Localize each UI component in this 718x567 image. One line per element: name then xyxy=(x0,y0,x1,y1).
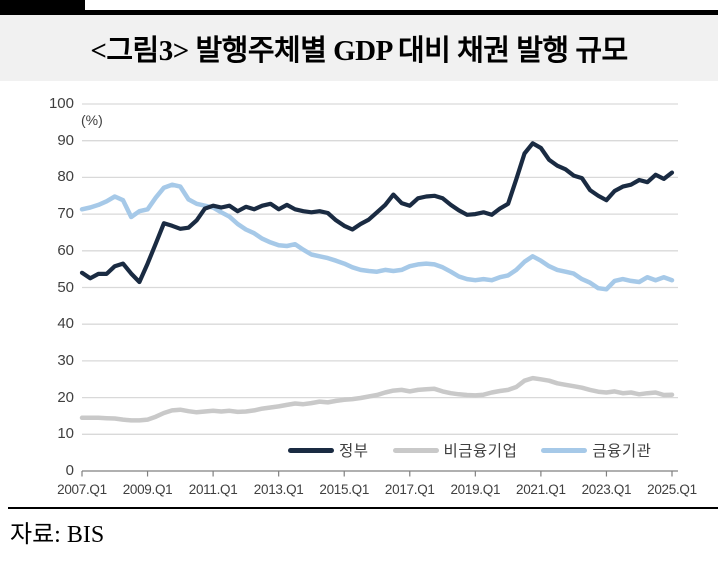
chart-legend: 정부 비금융기업 금융기관 xyxy=(288,439,651,461)
x-tick-label-2011.Q1: 2011.Q1 xyxy=(188,482,238,497)
y-tick-label-80: 80 xyxy=(57,168,74,186)
y-tick-label-50: 50 xyxy=(57,278,74,296)
x-tick-label-2007.Q1: 2007.Q1 xyxy=(57,482,107,497)
y-tick-label-100: 100 xyxy=(48,95,74,112)
y-axis-unit-label: (%) xyxy=(81,112,103,128)
government-line-swatch xyxy=(288,447,334,453)
y-tick-label-20: 20 xyxy=(57,388,74,406)
x-tick-label-2021.Q1: 2021.Q1 xyxy=(516,482,566,497)
y-tick-label-40: 40 xyxy=(57,315,74,333)
x-tick-label-2015.Q1: 2015.Q1 xyxy=(319,482,370,497)
series-line-1 xyxy=(79,375,675,423)
x-tick-label-2013.Q1: 2013.Q1 xyxy=(253,482,304,497)
legend-item-nonfinancial: 비금융기업 xyxy=(392,439,518,461)
top-left-black-block xyxy=(0,0,85,11)
x-tick-label-2025.Q1: 2025.Q1 xyxy=(647,482,697,497)
financial-line-swatch xyxy=(541,447,588,453)
legend-label-financial: 금융기관 xyxy=(592,443,652,460)
legend-item-government: 정부 xyxy=(288,439,369,461)
legend-label-nonfinancial: 비금융기업 xyxy=(443,443,518,460)
legend-label-government: 정부 xyxy=(339,443,369,460)
figure-title-banner: <그림3> 발행주체별 GDP 대비 채권 발행 규모 xyxy=(0,10,718,81)
x-tick-label-2009.Q1: 2009.Q1 xyxy=(122,482,173,497)
y-tick-label-90: 90 xyxy=(57,131,74,149)
x-tick-label-2019.Q1: 2019.Q1 xyxy=(450,482,501,497)
y-tick-label-70: 70 xyxy=(57,205,74,223)
legend-item-financial: 금융기관 xyxy=(541,439,651,461)
figure-title: <그림3> 발행주체별 GDP 대비 채권 발행 규모 xyxy=(90,35,628,67)
y-tick-label-60: 60 xyxy=(57,241,74,259)
y-tick-label-10: 10 xyxy=(57,425,74,443)
source-text: 자료: BIS xyxy=(10,522,105,548)
y-tick-label-30: 30 xyxy=(57,351,74,369)
nonfinancial-line-swatch xyxy=(392,447,439,453)
x-tick-label-2023.Q1: 2023.Q1 xyxy=(581,482,632,497)
x-tick-label-2017.Q1: 2017.Q1 xyxy=(384,482,435,497)
source-divider xyxy=(8,507,718,509)
series-line-2 xyxy=(79,182,675,292)
y-tick-label-0: 0 xyxy=(65,462,74,479)
series-line-0 xyxy=(79,141,675,285)
